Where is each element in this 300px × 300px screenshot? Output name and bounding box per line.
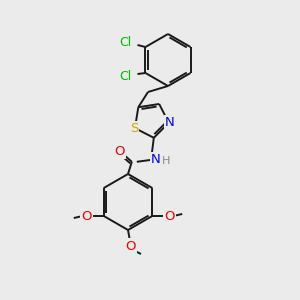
Text: N: N	[151, 153, 161, 166]
Text: Cl: Cl	[119, 35, 132, 49]
Text: O: O	[82, 209, 92, 223]
Text: N: N	[165, 116, 175, 129]
Text: H: H	[162, 156, 170, 166]
Text: Cl: Cl	[119, 70, 132, 83]
Text: O: O	[126, 239, 136, 253]
Text: O: O	[115, 145, 125, 158]
Text: O: O	[164, 209, 175, 223]
Text: S: S	[130, 122, 138, 135]
